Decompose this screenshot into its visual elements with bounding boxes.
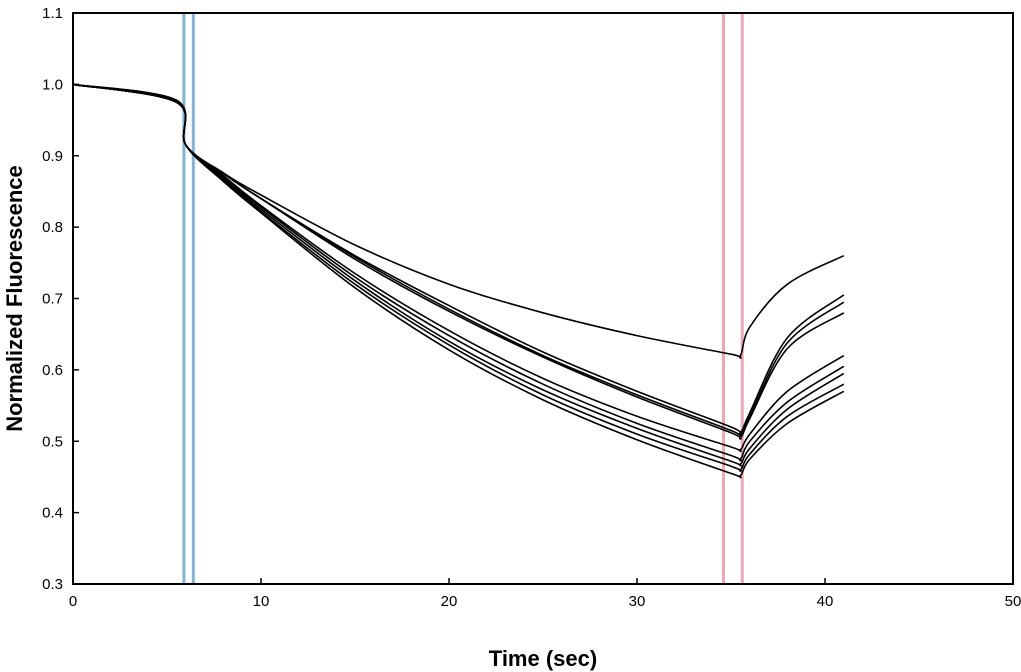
plot-frame bbox=[72, 12, 1014, 585]
x-tick-label-4: 40 bbox=[817, 593, 834, 610]
x-tick-label-5: 50 bbox=[1005, 593, 1021, 610]
y-tick-label-4: 0.7 bbox=[42, 291, 63, 308]
y-tick-label-0: 0.3 bbox=[42, 576, 63, 593]
series-line-7 bbox=[72, 83, 845, 472]
series-line-4 bbox=[72, 83, 845, 453]
y-tick-label-6: 0.9 bbox=[42, 148, 63, 165]
y-tick-label-1: 0.4 bbox=[42, 505, 63, 522]
y-tick-label-3: 0.6 bbox=[42, 362, 63, 379]
y-tick-label-7: 1.0 bbox=[42, 76, 63, 93]
series-line-5 bbox=[72, 83, 845, 462]
series-lines bbox=[72, 83, 845, 479]
x-tick-label-3: 30 bbox=[629, 593, 646, 610]
vertical-markers bbox=[182, 13, 744, 584]
x-tick-label-2: 20 bbox=[441, 593, 458, 610]
y-tick-label-2: 0.5 bbox=[42, 433, 63, 450]
series-line-1 bbox=[72, 83, 845, 438]
y-tick-label-5: 0.8 bbox=[42, 219, 63, 236]
y-tick-label-8: 1.1 bbox=[42, 5, 63, 22]
series-line-6 bbox=[72, 83, 845, 467]
x-tick-label-1: 10 bbox=[253, 593, 270, 610]
series-line-0 bbox=[72, 83, 845, 435]
x-tick-label-0: 0 bbox=[69, 593, 77, 610]
axis-ticks: 0 10 20 30 40 50 0.3 0.4 0.5 0.6 0.7 0.8 0.9 1.0 1.1 bbox=[42, 5, 1021, 610]
series-line-2 bbox=[72, 83, 845, 440]
x-axis-title: Time (sec) bbox=[489, 646, 597, 671]
y-axis-title: Normalized Fluorescence bbox=[2, 165, 27, 432]
series-line-8 bbox=[72, 83, 845, 479]
